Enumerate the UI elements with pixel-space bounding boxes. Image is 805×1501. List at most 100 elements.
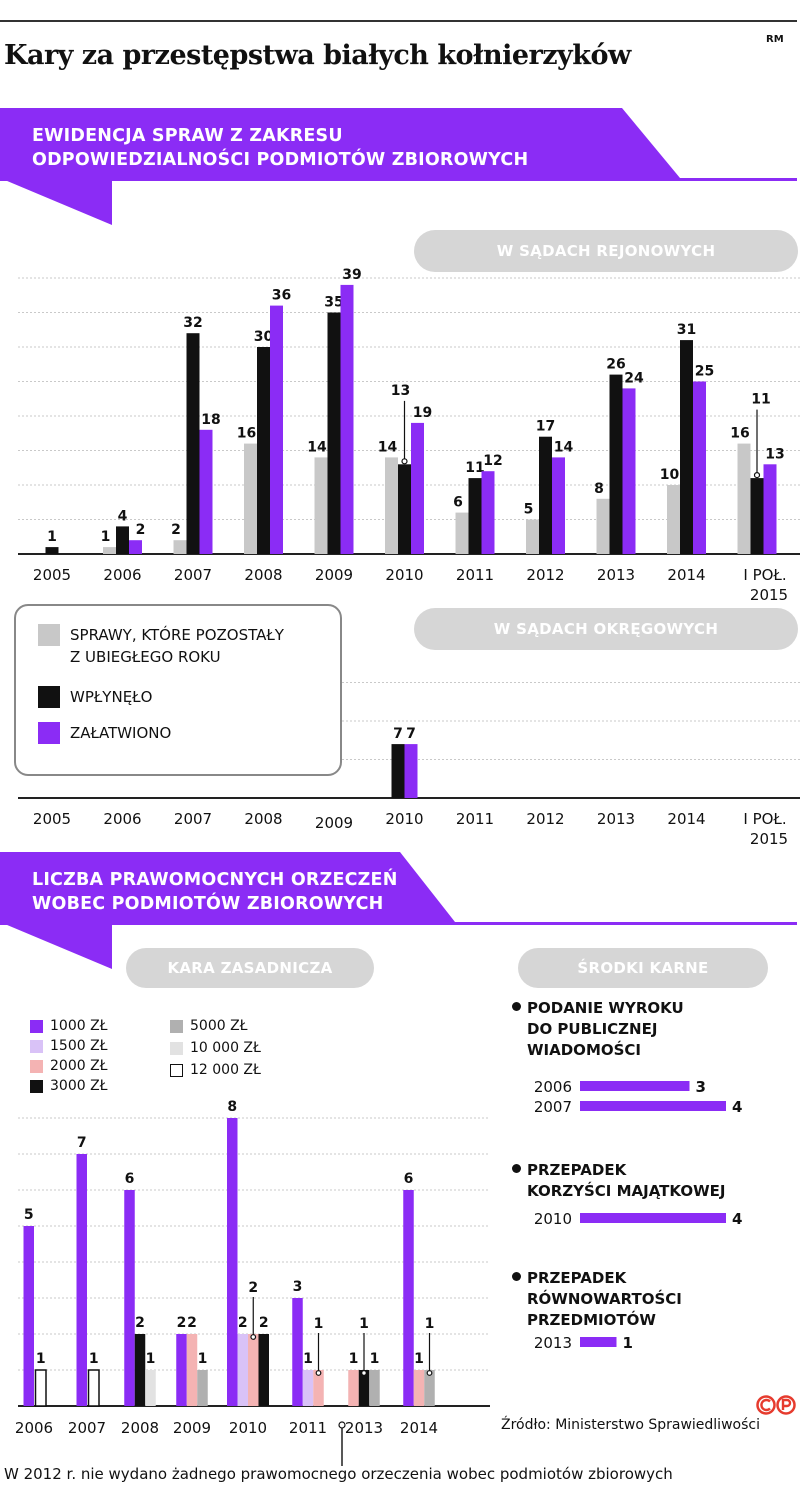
data-label: 3	[696, 1078, 706, 1096]
legend-swatch-black	[38, 686, 60, 708]
data-label: 18	[201, 412, 220, 428]
section2-banner-line2: WOBEC PODMIOTÓW ZBIOROWYCH	[32, 894, 384, 914]
data-label: 39	[342, 267, 361, 283]
bar-10-000-z-2008	[145, 1370, 156, 1406]
x-tick-label: 2014	[667, 810, 705, 828]
bar-sprawy-kt-re-2007	[173, 540, 187, 554]
bar-wp-yn-o-2006	[116, 526, 129, 554]
bar-1000-z-2006	[23, 1226, 34, 1406]
bar-2000-z-2009	[186, 1334, 198, 1406]
srodki-title-line: KORZYŚCI MAJĄTKOWEJ	[527, 1182, 726, 1200]
bar-sprawy-kt-re-2008	[244, 443, 257, 554]
leader-dot	[250, 1334, 257, 1340]
legend-swatch-gray	[38, 624, 60, 646]
bar-wp-yn-o-2011	[468, 478, 482, 554]
data-label: 1	[198, 1351, 208, 1367]
bar-za-atwiono-2011	[481, 471, 495, 554]
bar-1000-z-2007	[76, 1154, 87, 1406]
bar-2000-z-2011	[313, 1370, 324, 1406]
footnote: W 2012 r. nie wydano żadnego prawomocneg…	[4, 1465, 673, 1483]
data-label: 31	[677, 322, 696, 338]
srodki-title-line: PRZEPADEK	[527, 1269, 627, 1287]
data-label: 14	[378, 439, 398, 455]
bullet-icon	[512, 1002, 521, 1011]
legend-label: SPRAWY, KTÓRE POZOSTAŁY	[70, 626, 284, 644]
legend2-swatch	[30, 1039, 43, 1053]
bar-srodki-2006	[580, 1081, 690, 1091]
y-tick-label: 2006	[534, 1078, 572, 1096]
x-tick-label: 2010	[385, 566, 423, 584]
top-rule	[0, 20, 797, 22]
bar-3000-z-2008	[134, 1334, 146, 1406]
legend2-item: 3000 ZŁ	[30, 1078, 108, 1094]
chart-okregowe: 2005 2006 2007 2008 2009 7 7 2010 2011 2012 2013 20…	[18, 682, 800, 848]
bar-sprawy-kt-re-i-po-2015	[737, 443, 751, 554]
bar-za-atwiono-i-po-2015	[763, 464, 777, 554]
leader-dot	[753, 472, 761, 479]
legend2-swatch	[30, 1059, 43, 1073]
x-tick-label: 2013	[597, 810, 635, 828]
data-label: 2	[187, 1315, 197, 1331]
legend2-label: 1500 ZŁ	[50, 1038, 108, 1054]
leader-dot	[426, 1370, 433, 1376]
bar-3000-z-2010	[258, 1334, 269, 1406]
data-label: 1	[47, 529, 57, 545]
bar-wp-yn-o-2007	[186, 333, 200, 554]
data-label: 1	[623, 1334, 633, 1352]
footnote-pointer	[338, 1421, 346, 1466]
pill-srodki-karne: ŚRODKI KARNE	[518, 948, 768, 988]
y-tick-label: 2010	[534, 1210, 572, 1228]
srodki-group-title: PRZEPADEK RÓWNOWARTOŚCI PRZEDMIOTÓW	[512, 1268, 682, 1331]
bar-12-000-z-2006	[34, 1369, 47, 1407]
x-tick-label: I POŁ.	[743, 566, 786, 584]
x-tick-label: 2012	[526, 566, 564, 584]
x-tick-label: 2009	[173, 1419, 211, 1437]
bar-12-000-z-2007	[87, 1369, 100, 1407]
bar-za-atwiono-2007	[199, 429, 213, 554]
bar-wp-yn-o-2012	[539, 436, 552, 554]
legend2-swatch	[170, 1063, 183, 1077]
data-label: 1	[425, 1316, 435, 1332]
legend2-label: 2000 ZŁ	[50, 1058, 108, 1074]
legend2-item: 12 000 ZŁ	[170, 1062, 261, 1078]
x-tick-label: 2010	[229, 1419, 267, 1437]
x-tick-label: 2007	[174, 810, 212, 828]
source-note: Źródło: Ministerstwo Sprawiedliwości	[501, 1417, 760, 1433]
legend2-label: 10 000 ZŁ	[190, 1040, 261, 1056]
section1-banner	[0, 108, 797, 225]
data-label: 1	[359, 1316, 369, 1332]
data-label: 35	[324, 295, 343, 311]
legend2-label: 1000 ZŁ	[50, 1018, 108, 1034]
data-label: 2	[248, 1280, 258, 1296]
data-label: 32	[183, 315, 202, 331]
legend-item-zalatwiono: ZAŁATWIONO	[38, 722, 171, 744]
data-label: 25	[695, 364, 714, 380]
bar-srodki-2007	[580, 1101, 726, 1111]
pill-kara-zasadnicza: KARA ZASADNICZA	[126, 948, 374, 988]
data-label: 16	[730, 426, 749, 442]
bar-2000-z-2014	[413, 1370, 425, 1406]
cp-logo-icon	[756, 1395, 796, 1415]
data-label: 30	[254, 329, 274, 345]
legend2-label: 3000 ZŁ	[50, 1078, 108, 1094]
y-tick-label: 2007	[534, 1098, 572, 1116]
data-label: 1	[349, 1351, 359, 1367]
bar-wp-yn-o-2010	[398, 464, 411, 554]
data-label: 1	[303, 1351, 313, 1367]
legend2-item: 1500 ZŁ	[30, 1038, 108, 1054]
data-label: 14	[554, 439, 574, 455]
x-tick-label: I POŁ.	[743, 810, 786, 828]
data-label: 5	[24, 1207, 34, 1223]
x-tick-label: 2010	[385, 810, 423, 828]
bar-sprawy-kt-re-2014	[667, 485, 680, 554]
x-tick-label: 2014	[667, 566, 705, 584]
bar-1000-z-2010	[227, 1118, 238, 1406]
data-label: 4	[732, 1210, 742, 1228]
x-tick-label: 2007	[174, 566, 212, 584]
section1-banner-line2: ODPOWIEDZIALNOŚCI PODMIOTÓW ZBIOROWYCH	[32, 150, 529, 170]
data-label: 1	[314, 1316, 324, 1332]
data-label: 1	[370, 1351, 380, 1367]
legend-label: ZAŁATWIONO	[70, 724, 172, 742]
section1-banner-line1: EWIDENCJA SPRAW Z ZAKRESU	[32, 126, 343, 146]
bar-sprawy-kt-re-2011	[455, 512, 469, 554]
